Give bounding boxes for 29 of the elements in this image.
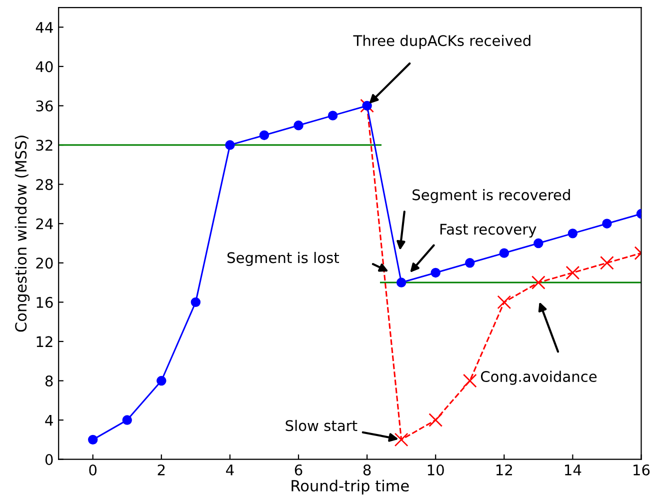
annotation: Slow start	[286, 420, 358, 432]
y-tick-label: 44	[36, 22, 53, 33]
x-tick-label: 6	[294, 464, 302, 476]
y-tick-label: 28	[36, 179, 53, 190]
x-tick-label: 16	[634, 464, 650, 476]
x-tick-label: 10	[428, 464, 444, 476]
annotation: Three dupACKs received	[353, 34, 530, 49]
x-tick-label: 14	[565, 464, 582, 476]
annotation: Segment is recovered	[412, 189, 570, 204]
annotation: Fast recovery	[440, 224, 536, 238]
x-tick-label: 0	[89, 464, 97, 476]
y-tick-label: 36	[36, 100, 53, 112]
y-tick-label: 12	[36, 336, 52, 348]
y-tick-label: 24	[36, 218, 53, 230]
y-tick-label: 32	[36, 140, 52, 151]
y-axis-title: Congestion window (MSS)	[14, 136, 30, 332]
x-tick-label: 4	[226, 464, 234, 476]
annotation: Segment is lost	[227, 252, 340, 266]
y-tick-label: 20	[36, 258, 53, 269]
y-tick-label: 16	[36, 296, 53, 308]
x-axis-title: Round-trip time	[292, 480, 409, 494]
annotation: Cong.avoidance	[480, 370, 597, 385]
x-tick-label: 12	[496, 464, 512, 476]
y-tick-label: 4	[45, 414, 53, 426]
y-tick-label: 0	[45, 454, 53, 466]
y-tick-label: 40	[36, 61, 53, 72]
x-tick-label: 8	[363, 464, 371, 476]
x-tick-label: 2	[158, 464, 165, 476]
y-tick-label: 8	[45, 375, 53, 387]
